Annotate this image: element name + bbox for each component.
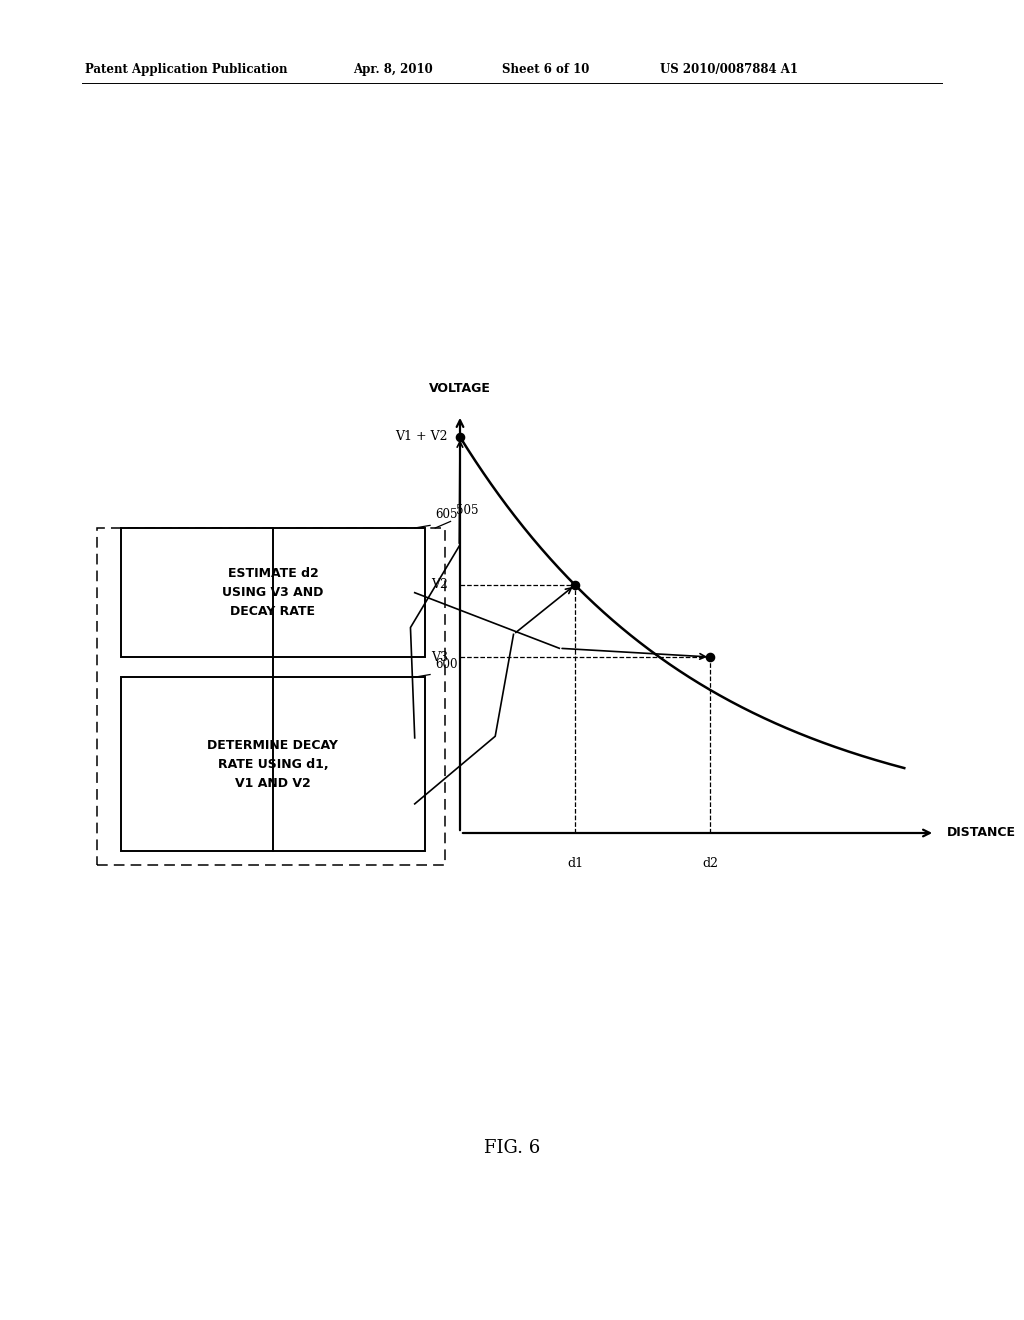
- Text: Apr. 8, 2010: Apr. 8, 2010: [353, 63, 433, 77]
- Point: [452, 426, 468, 447]
- Text: V3: V3: [431, 651, 447, 664]
- Text: FIG. 6: FIG. 6: [484, 1139, 540, 1158]
- Text: DISTANCE: DISTANCE: [947, 826, 1016, 840]
- Text: V2: V2: [431, 578, 447, 591]
- Text: VOLTAGE: VOLTAGE: [429, 383, 490, 395]
- Bar: [121, 677, 425, 851]
- Text: ESTIMATE d2
USING V3 AND
DECAY RATE: ESTIMATE d2 USING V3 AND DECAY RATE: [222, 568, 324, 618]
- Text: 600: 600: [435, 657, 458, 671]
- Text: Sheet 6 of 10: Sheet 6 of 10: [502, 63, 589, 77]
- Text: V1 + V2: V1 + V2: [395, 430, 447, 444]
- Point: [567, 574, 584, 595]
- Text: Patent Application Publication: Patent Application Publication: [85, 63, 288, 77]
- Text: d2: d2: [702, 857, 718, 870]
- Bar: [97, 528, 445, 865]
- Text: DETERMINE DECAY
RATE USING d1,
V1 AND V2: DETERMINE DECAY RATE USING d1, V1 AND V2: [208, 739, 338, 789]
- Bar: [121, 528, 425, 657]
- Text: 505: 505: [456, 504, 478, 517]
- Text: 605: 605: [435, 508, 458, 521]
- Point: [701, 647, 718, 668]
- Text: d1: d1: [567, 857, 583, 870]
- Text: US 2010/0087884 A1: US 2010/0087884 A1: [660, 63, 799, 77]
